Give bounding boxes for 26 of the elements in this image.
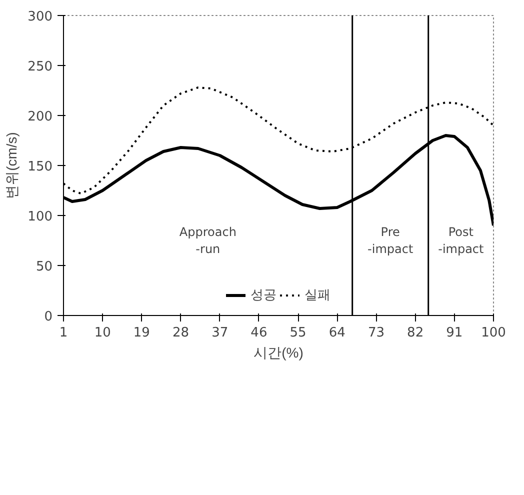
annotation: Approach -run: [179, 225, 236, 256]
y-tick-label: 200: [28, 110, 53, 124]
x-tick-label: 73: [368, 326, 385, 340]
y-axis-title: 변위(cm/s): [4, 132, 20, 199]
x-tick-label: 82: [407, 326, 424, 340]
legend-label: 실패: [304, 287, 330, 304]
x-tick-label: 19: [133, 326, 150, 340]
annotation: Post -impact: [438, 225, 484, 256]
y-tick-label: 300: [28, 10, 53, 24]
legend-label: 성공: [250, 287, 276, 304]
x-tick-label: 37: [212, 326, 228, 340]
y-tick-label: 150: [28, 160, 53, 174]
annotation: Pre -impact: [368, 225, 414, 256]
x-tick-label: 28: [172, 326, 190, 340]
y-tick-label: 250: [28, 60, 53, 74]
x-tick-label: 10: [94, 326, 111, 340]
y-tick-label: 0: [44, 310, 53, 324]
x-tick-label: 55: [290, 326, 306, 340]
y-tick-label: 50: [36, 260, 53, 274]
y-tick-label: 100: [28, 210, 53, 224]
x-tick-label: 100: [481, 326, 506, 340]
x-tick-label: 91: [446, 326, 463, 340]
x-tick-label: 1: [59, 326, 68, 340]
x-axis-title: 시간(%): [254, 344, 304, 360]
x-tick-label: 46: [250, 326, 268, 340]
x-tick-label: 64: [328, 326, 346, 340]
